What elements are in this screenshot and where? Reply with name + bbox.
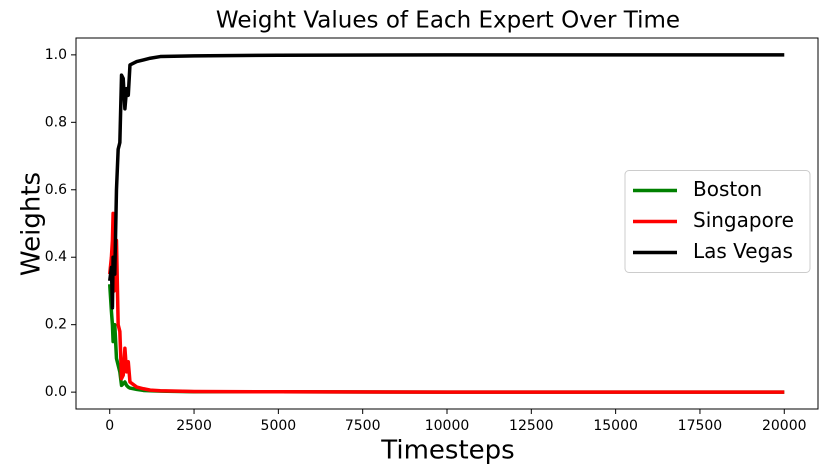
legend: Boston Singapore Las Vegas [624,170,811,273]
y-tick-label: 0.6 [45,182,67,198]
x-tick-label: 7500 [345,418,381,434]
x-tick-label: 2500 [176,418,212,434]
x-tick-label: 20000 [762,418,807,434]
x-tick-label: 5000 [261,418,297,434]
y-tick-label: 0.0 [45,384,67,400]
legend-box [624,170,811,273]
y-tick-label: 1.0 [45,47,67,63]
plot-frame [75,37,819,410]
x-axis-label: Timesteps [380,436,514,466]
legend-label: Boston [693,177,762,201]
chart-title: Weight Values of Each Expert Over Time [216,8,680,34]
legend-label: Las Vegas [693,239,793,263]
y-tick-label: 0.8 [45,114,67,130]
x-tick-label: 17500 [678,418,723,434]
x-tick-label: 0 [105,418,114,434]
x-tick-label: 12500 [509,418,554,434]
x-tick-label: 10000 [425,418,470,434]
y-tick-label: 0.4 [45,249,67,265]
y-tick-label: 0.2 [45,317,67,333]
x-tick-label: 15000 [593,418,638,434]
series-line [107,284,785,394]
legend-label: Singapore [693,208,794,232]
series-line [107,53,785,310]
y-axis-label: Weights [17,172,47,276]
